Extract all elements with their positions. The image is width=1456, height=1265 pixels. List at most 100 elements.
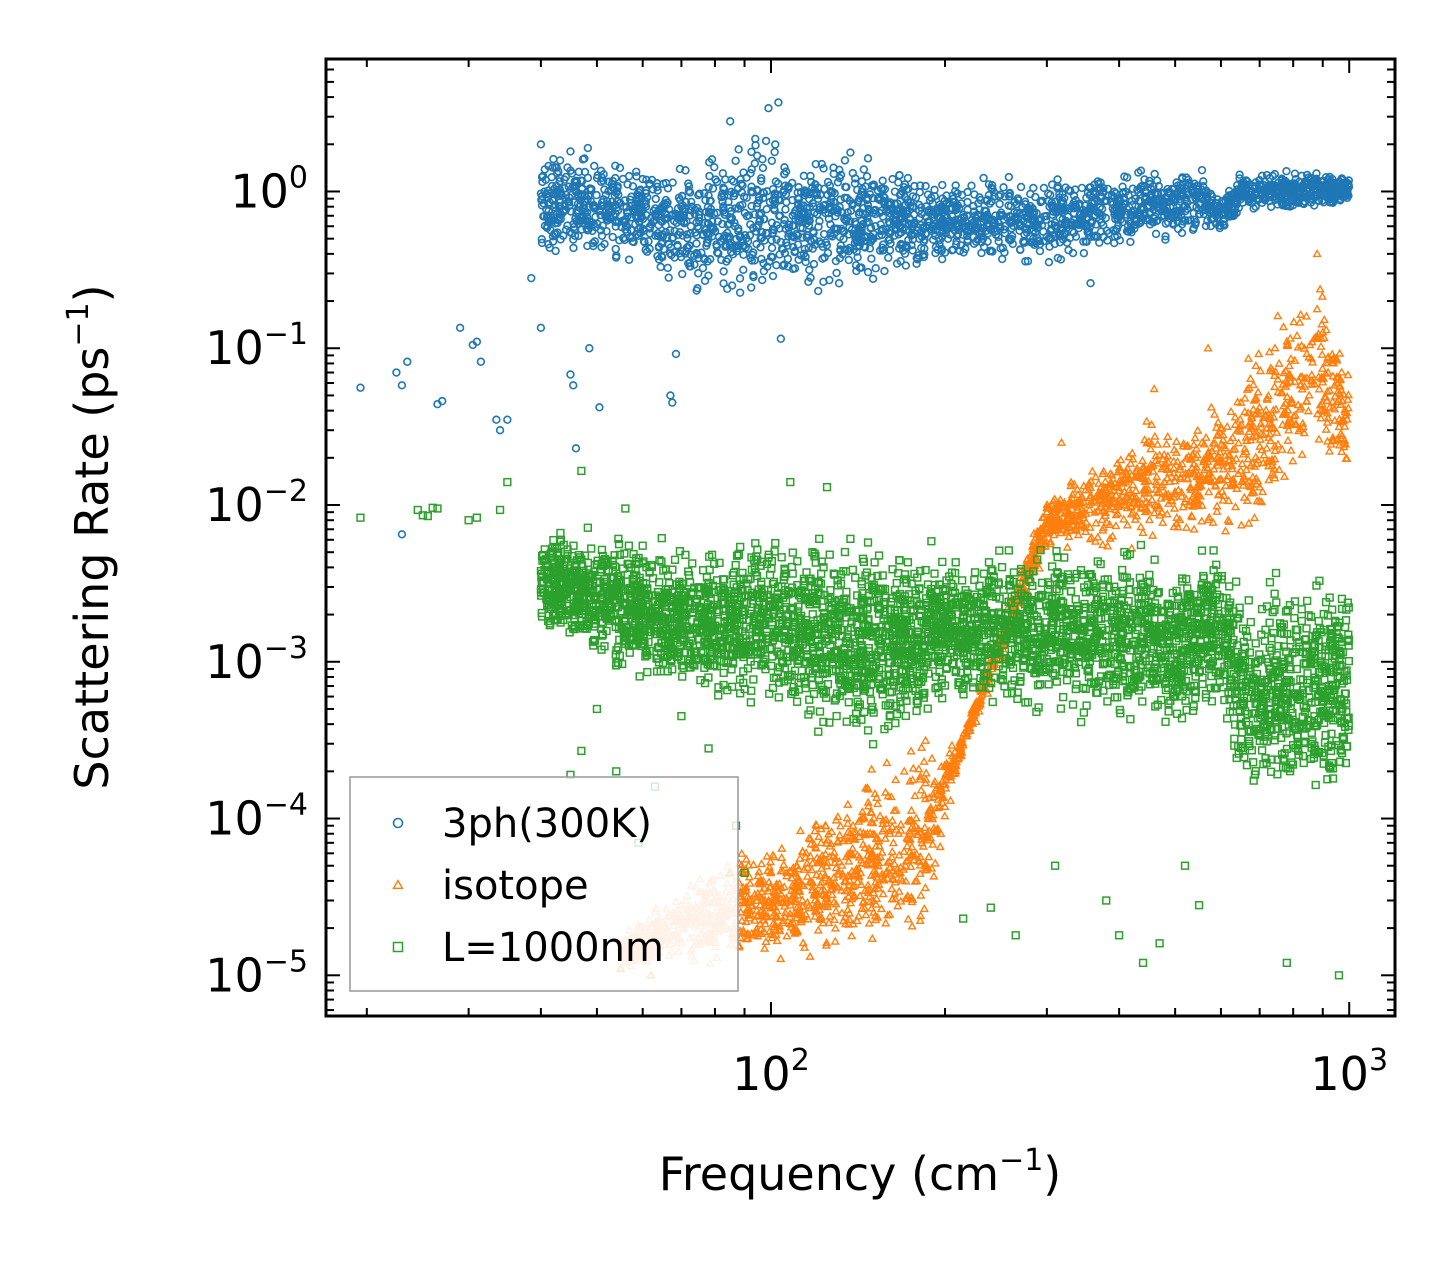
data-point — [601, 190, 610, 200]
data-point — [698, 263, 708, 273]
data-point — [1042, 232, 1051, 242]
data-point — [713, 217, 723, 226]
data-point — [1270, 169, 1280, 179]
data-point — [1074, 201, 1084, 210]
data-point — [1145, 176, 1154, 186]
data-point — [1079, 248, 1089, 258]
data-point — [744, 211, 754, 220]
data-point — [810, 235, 819, 244]
data-point — [952, 204, 961, 214]
data-point — [736, 175, 745, 184]
data-point — [831, 256, 841, 266]
data-point — [1201, 221, 1211, 231]
data-point — [708, 184, 718, 193]
data-point — [923, 217, 932, 227]
data-point — [769, 204, 779, 213]
data-point — [984, 191, 994, 200]
data-point — [726, 215, 736, 225]
data-point — [681, 166, 690, 175]
data-point — [705, 171, 714, 181]
data-point — [674, 193, 684, 202]
data-point — [675, 249, 684, 258]
data-point — [999, 183, 1008, 192]
data-point — [832, 268, 841, 278]
data-point — [720, 210, 729, 219]
data-point — [995, 199, 1004, 209]
data-point — [1036, 196, 1046, 206]
data-point — [853, 253, 862, 262]
data-point — [736, 179, 746, 189]
data-point — [561, 225, 571, 234]
data-point — [751, 134, 760, 144]
data-point — [823, 177, 833, 187]
data-point — [1249, 204, 1258, 213]
data-point — [763, 262, 772, 271]
data-point — [867, 254, 876, 263]
data-point — [952, 231, 962, 241]
data-point — [704, 182, 713, 192]
data-point — [590, 161, 599, 171]
data-point — [819, 164, 828, 173]
data-point — [815, 216, 824, 226]
data-layer — [356, 98, 1354, 980]
data-point — [818, 254, 827, 263]
data-point — [717, 192, 726, 201]
data-point — [871, 264, 880, 273]
data-point — [714, 249, 723, 258]
data-point — [681, 197, 691, 207]
series-0 — [356, 98, 1354, 539]
data-point — [1115, 236, 1125, 245]
data-point — [866, 223, 876, 232]
data-point — [967, 181, 976, 190]
data-point — [962, 211, 972, 220]
data-point — [910, 181, 919, 191]
data-point — [801, 252, 810, 262]
data-point — [1161, 235, 1170, 244]
data-point — [951, 181, 960, 190]
data-point — [712, 177, 722, 187]
data-point — [1035, 246, 1045, 256]
data-point — [663, 263, 672, 273]
data-point — [644, 237, 653, 246]
data-point — [695, 189, 704, 198]
data-point — [844, 255, 854, 265]
data-point — [664, 273, 673, 282]
data-point — [811, 159, 821, 169]
data-point — [863, 154, 873, 163]
data-point — [583, 143, 593, 153]
data-point — [1112, 224, 1121, 233]
data-point — [623, 212, 632, 221]
data-point — [772, 235, 781, 244]
data-point — [914, 251, 923, 260]
data-point — [956, 241, 966, 250]
data-point — [598, 221, 607, 230]
data-point — [994, 191, 1004, 201]
data-point — [901, 261, 911, 270]
data-point — [703, 212, 713, 221]
data-point — [734, 224, 743, 233]
data-point — [739, 250, 748, 259]
data-point — [611, 161, 620, 170]
data-point — [1168, 219, 1178, 228]
data-point — [584, 191, 593, 201]
data-point — [686, 250, 695, 259]
data-point — [823, 248, 833, 258]
data-point — [814, 222, 823, 231]
data-point — [592, 190, 601, 200]
data-point — [1039, 183, 1049, 193]
data-point — [959, 248, 968, 257]
data-point — [1235, 170, 1244, 179]
data-point — [833, 208, 842, 217]
data-point — [679, 210, 689, 220]
data-point — [948, 197, 957, 207]
data-point — [749, 271, 758, 280]
data-point — [1120, 172, 1129, 181]
data-point — [857, 177, 867, 186]
data-point — [851, 261, 861, 270]
data-point — [767, 243, 777, 253]
data-point — [817, 159, 826, 169]
data-point — [1159, 211, 1169, 220]
data-point — [587, 218, 596, 227]
data-point — [834, 279, 844, 288]
